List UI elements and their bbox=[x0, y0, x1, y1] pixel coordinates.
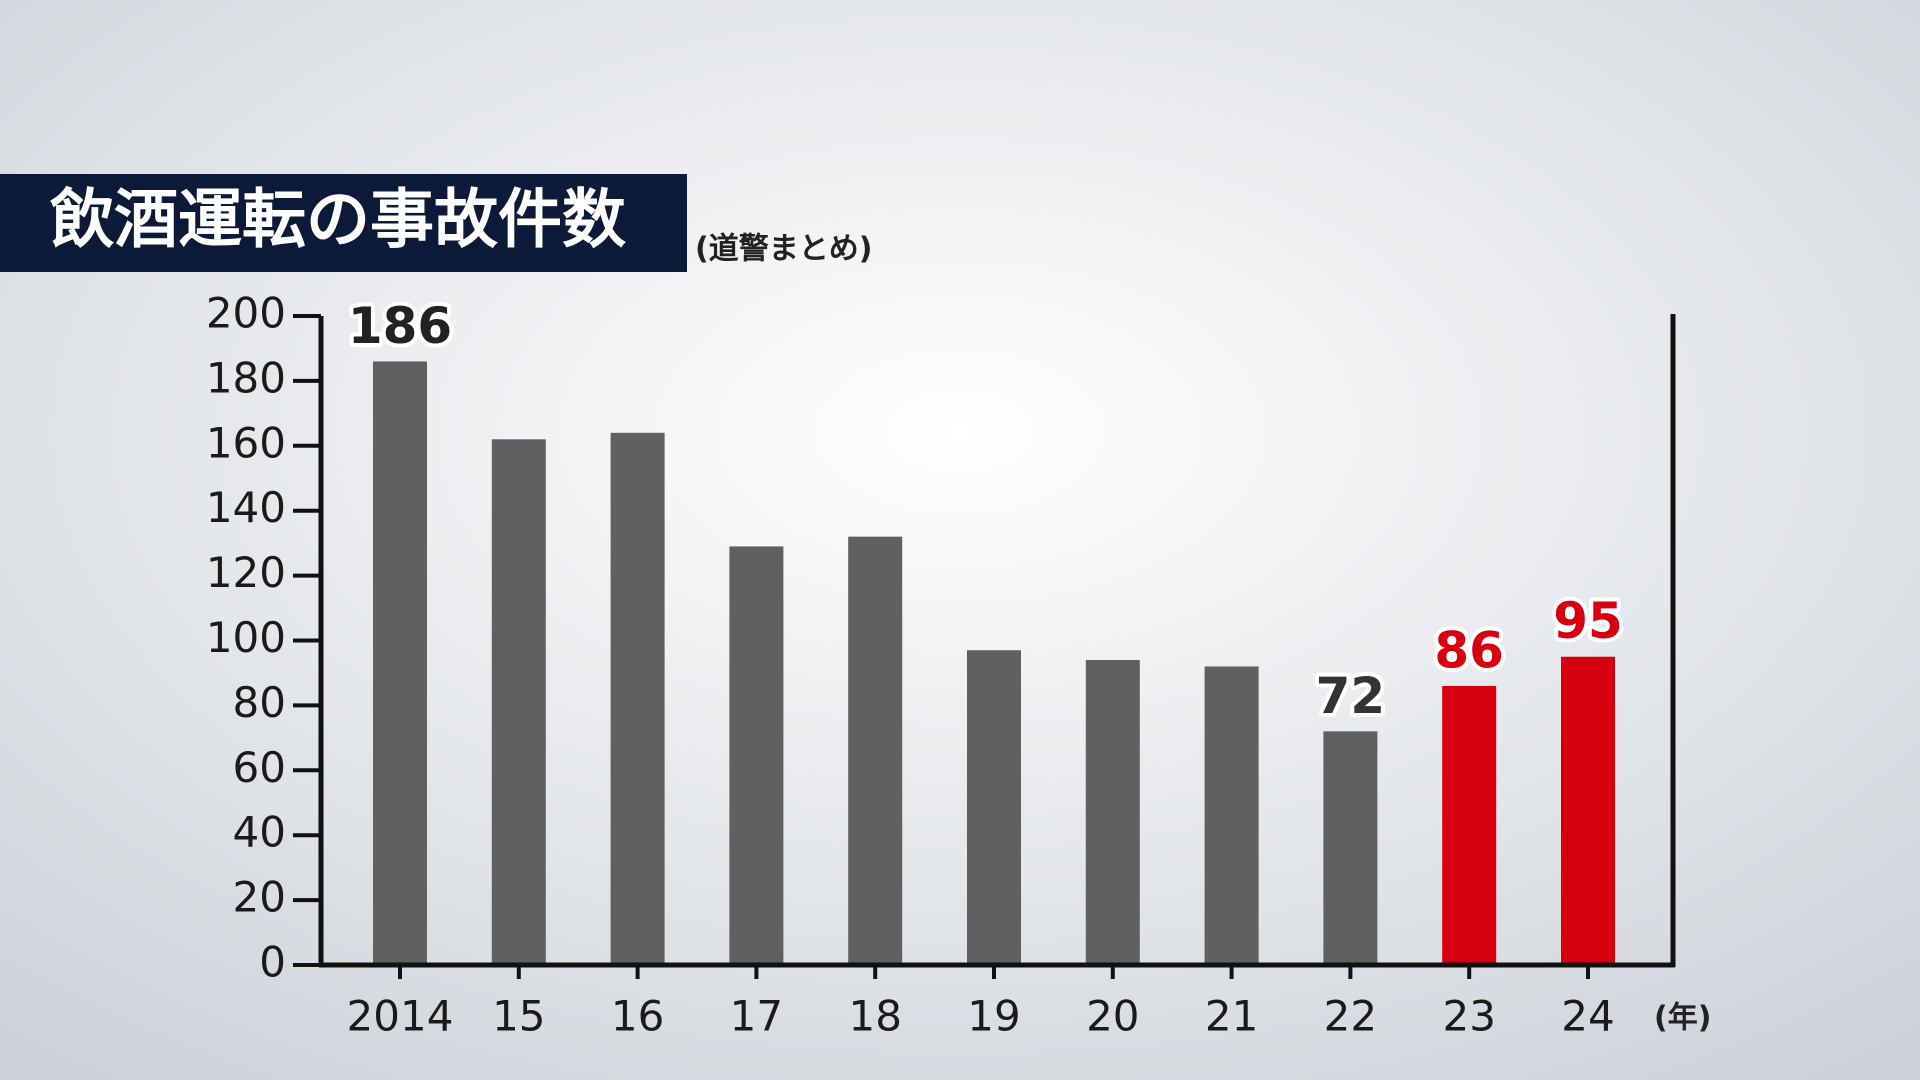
chart-title: 飲酒運転の事故件数 bbox=[50, 184, 626, 258]
y-tick-label: 200 bbox=[206, 289, 286, 338]
bar bbox=[491, 439, 546, 965]
bar bbox=[1204, 666, 1259, 965]
x-tick-label: 17 bbox=[730, 992, 783, 1041]
bar bbox=[848, 536, 903, 965]
x-tick-label: 18 bbox=[848, 992, 901, 1041]
x-tick-label: 2014 bbox=[347, 992, 454, 1041]
y-tick-label: 60 bbox=[233, 743, 286, 792]
y-tick-label: 160 bbox=[206, 418, 286, 467]
x-tick-label: 20 bbox=[1086, 992, 1139, 1041]
y-tick-label: 100 bbox=[206, 613, 286, 662]
x-tick-label: 22 bbox=[1324, 992, 1377, 1041]
bar bbox=[373, 361, 427, 965]
y-tick-label: 80 bbox=[233, 678, 286, 727]
y-tick-label: 20 bbox=[233, 873, 286, 922]
bar bbox=[1442, 685, 1497, 965]
title-box bbox=[0, 174, 687, 272]
y-tick-label: 140 bbox=[206, 483, 286, 532]
y-tick-label: 180 bbox=[206, 353, 286, 402]
x-unit: (年) bbox=[1654, 1001, 1711, 1036]
bar bbox=[610, 432, 665, 965]
x-tick-label: 23 bbox=[1442, 992, 1495, 1041]
bar bbox=[1085, 659, 1140, 965]
value-label: 72 bbox=[1316, 667, 1386, 725]
value-label: 86 bbox=[1434, 621, 1504, 679]
x-tick-label: 15 bbox=[492, 992, 545, 1041]
chart-subtitle: (道警まとめ) bbox=[695, 232, 872, 267]
y-tick-label: 0 bbox=[259, 938, 286, 987]
x-tick-label: 16 bbox=[611, 992, 664, 1041]
bar bbox=[967, 650, 1021, 965]
value-label: 186 bbox=[348, 297, 452, 355]
y-tick-label: 40 bbox=[233, 808, 286, 857]
x-tick-label: 24 bbox=[1561, 992, 1614, 1041]
bar bbox=[1561, 656, 1615, 965]
x-tick-label: 21 bbox=[1205, 992, 1258, 1041]
value-label: 95 bbox=[1553, 592, 1623, 650]
y-tick-label: 120 bbox=[206, 548, 286, 597]
bar bbox=[1323, 731, 1378, 965]
x-tick-label: 19 bbox=[967, 992, 1020, 1041]
bar bbox=[729, 546, 784, 965]
